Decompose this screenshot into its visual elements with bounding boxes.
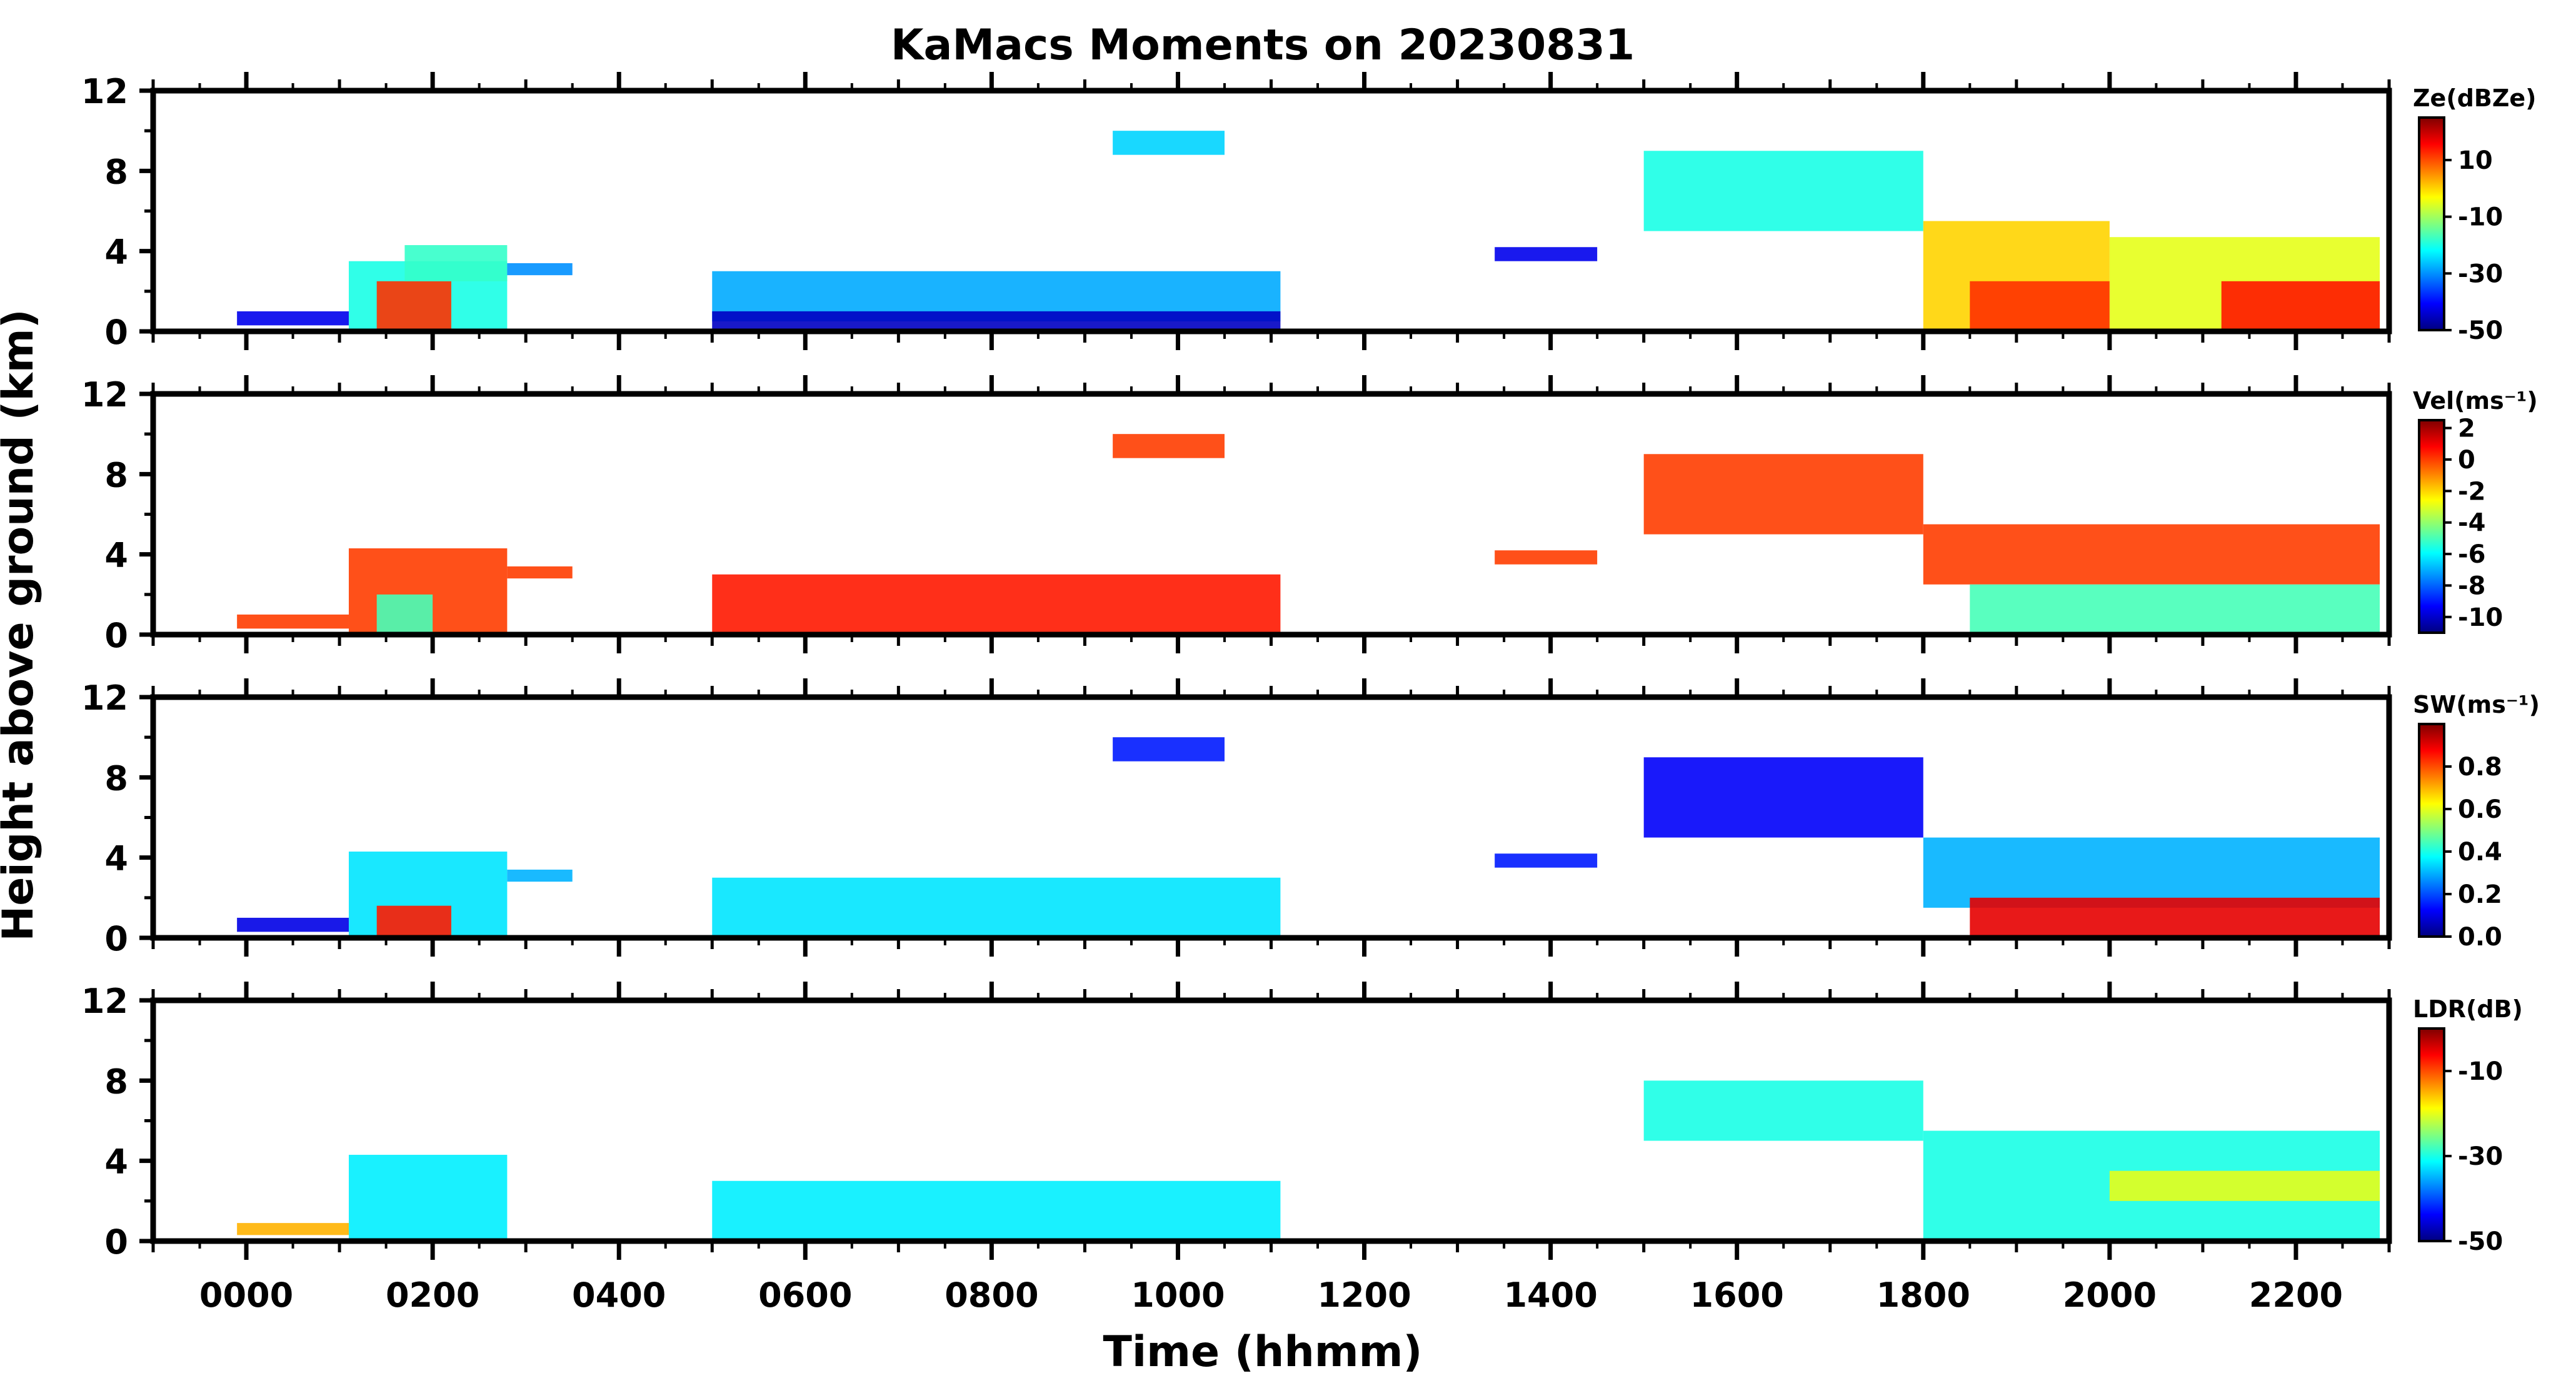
colorbar-tick-label: -30: [2458, 1142, 2503, 1171]
echo-region: [1643, 1080, 1923, 1141]
x-tick-label: 2000: [2063, 1275, 2157, 1315]
y-tick-label: 0: [104, 313, 128, 352]
colorbar-tick-label: 0.8: [2458, 753, 2502, 782]
x-tick-label: 1200: [1317, 1275, 1411, 1315]
x-tick-label: 0400: [572, 1275, 666, 1315]
colorbar-tick-label: 0.2: [2458, 880, 2502, 909]
echo-region: [1970, 281, 2110, 331]
echo-region: [1113, 434, 1225, 458]
x-tick-label: 0200: [386, 1275, 479, 1315]
panel-3: 0 4 8 12 SW(ms⁻¹) 0.8 0.6 0.4 0.2 0.0: [81, 678, 2540, 958]
echo-region: [1923, 524, 2380, 585]
echo-region: [1970, 584, 2380, 635]
x-tick-label: 1400: [1503, 1275, 1597, 1315]
y-tick-label: 12: [81, 375, 128, 415]
echo-region: [376, 594, 433, 635]
x-tick-label: 0000: [199, 1275, 293, 1315]
y-tick-label: 4: [104, 1142, 128, 1182]
colorbar-tick-label: -8: [2458, 571, 2485, 600]
y-tick-label: 4: [104, 839, 128, 878]
echo-region: [712, 311, 1281, 331]
echo-region: [712, 574, 1281, 635]
echo-region: [1643, 454, 1923, 535]
y-tick-label: 8: [104, 758, 128, 798]
echo-region: [237, 614, 349, 629]
x-tick-label: 1800: [1877, 1275, 1970, 1315]
colorbar-tick-label: -30: [2458, 259, 2503, 288]
echo-region: [237, 917, 349, 932]
colorbar-tick-label: 0: [2458, 446, 2475, 475]
colorbar-tick-label: -10: [2458, 603, 2503, 632]
colorbar-tick-label: -10: [2458, 1057, 2503, 1086]
y-tick-label: 12: [81, 678, 128, 718]
colorbar-tick-label: 10: [2458, 146, 2493, 175]
echo-region: [1643, 757, 1923, 838]
colorbar: [2418, 1027, 2445, 1242]
x-tick-label: 1000: [1131, 1275, 1225, 1315]
echo-region: [376, 905, 451, 938]
y-tick-label: 0: [104, 919, 128, 958]
echo-region: [2109, 1170, 2380, 1201]
figure-title: KaMacs Moments on 20230831: [891, 21, 1635, 70]
echo-region: [1495, 247, 1598, 261]
colorbar-label: SW(ms⁻¹): [2413, 691, 2540, 718]
y-tick-label: 4: [104, 233, 128, 272]
x-axis-label: Time (hhmm): [1103, 1327, 1422, 1377]
colorbar-tick-label: -50: [2458, 1227, 2503, 1256]
y-tick-label: 8: [104, 152, 128, 191]
colorbar-tick-label: -10: [2458, 203, 2503, 232]
colorbar-tick-label: -2: [2458, 477, 2485, 506]
colorbar-tick-label: -4: [2458, 509, 2485, 538]
echo-region: [712, 877, 1281, 938]
echo-region: [1113, 737, 1225, 762]
echo-region: [1113, 131, 1225, 155]
echo-region: [507, 566, 573, 579]
echo-region: [1923, 837, 2380, 908]
colorbar-label: Ze(dBZe): [2413, 84, 2537, 112]
x-tick-label: 0800: [945, 1275, 1038, 1315]
colorbar-tick-label: -6: [2458, 540, 2485, 569]
echo-region: [237, 311, 349, 326]
echo-region: [507, 263, 573, 276]
echo-region: [1495, 853, 1598, 868]
echo-region: [712, 1180, 1281, 1241]
echo-region: [376, 281, 451, 331]
echo-region: [1643, 151, 1923, 231]
echo-region: [348, 1155, 508, 1241]
colorbar-tick-label: 0.0: [2458, 923, 2502, 952]
echo-region: [404, 245, 508, 281]
echo-region: [1495, 550, 1598, 565]
y-tick-label: 12: [81, 72, 128, 111]
colorbar: [2418, 116, 2445, 331]
echo-region: [237, 1223, 349, 1235]
colorbar-tick-label: -50: [2458, 316, 2503, 345]
x-tick-label: 0600: [758, 1275, 852, 1315]
x-tick-label: 2200: [2249, 1275, 2343, 1315]
colorbar-label: Vel(ms⁻¹): [2413, 387, 2538, 415]
panel-1: 0 4 8 12 Ze(dBZe) 10 -10 -30 -50: [81, 72, 2537, 352]
echo-region: [2221, 281, 2380, 331]
colorbar-label: LDR(dB): [2413, 995, 2523, 1023]
panel-4: 0 4 8 12 LDR(dB) -10 -30 -50: [81, 982, 2523, 1262]
y-tick-label: 0: [104, 616, 128, 655]
y-tick-label: 8: [104, 455, 128, 495]
echo-region: [507, 869, 573, 882]
colorbar: [2418, 723, 2445, 938]
y-tick-label: 8: [104, 1062, 128, 1101]
y-tick-label: 12: [81, 982, 128, 1021]
colorbar: [2418, 419, 2445, 634]
colorbar-tick-label: 0.4: [2458, 838, 2502, 867]
y-axis-label: Height above ground (km): [0, 309, 43, 941]
colorbar-tick-label: 2: [2458, 415, 2475, 443]
echo-region: [1970, 897, 2380, 938]
colorbar-tick-label: 0.6: [2458, 795, 2502, 824]
y-tick-label: 4: [104, 536, 128, 575]
x-tick-label: 1600: [1690, 1275, 1784, 1315]
y-tick-label: 0: [104, 1222, 128, 1262]
